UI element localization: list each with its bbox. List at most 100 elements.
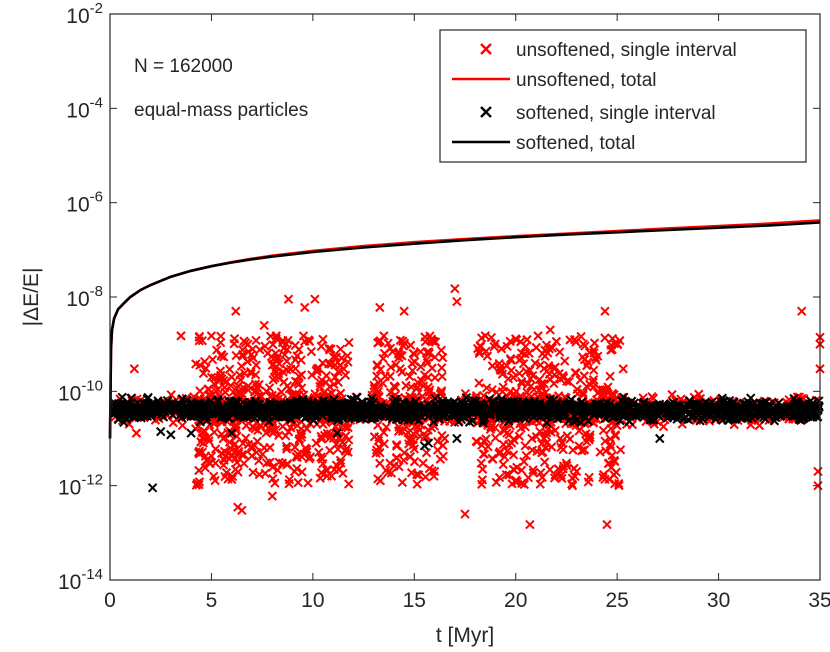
point-unsoftened-single [194,336,204,346]
point-unsoftened-single [550,362,560,372]
point-unsoftened-single [281,441,292,452]
point-unsoftened-single [607,450,617,461]
point-unsoftened-single [386,362,396,372]
point-unsoftened-single [210,475,220,486]
x-tick-label: 15 [403,589,426,612]
point-unsoftened-single [237,505,247,516]
point-unsoftened-single [243,385,253,395]
point-unsoftened-single [482,351,493,361]
point-unsoftened-single [290,340,300,351]
point-unsoftened-single [474,346,484,357]
point-unsoftened-single [274,373,284,383]
marks-layer [109,283,825,530]
annotation-n-particles: N = 162000 [134,56,233,77]
point-unsoftened-single [378,378,388,388]
point-unsoftened-single [334,433,344,444]
point-unsoftened-single [409,349,419,360]
x-tick-label: 5 [206,589,218,612]
point-unsoftened-single [393,426,404,436]
point-unsoftened-single [241,420,251,431]
point-unsoftened-single [600,306,610,316]
point-unsoftened-single [582,360,592,371]
point-unsoftened-single [239,368,250,378]
point-unsoftened-single [299,449,309,459]
point-unsoftened-single [316,431,326,442]
point-unsoftened-single [522,334,532,345]
point-unsoftened-single [385,343,396,354]
point-unsoftened-single [487,453,497,464]
point-unsoftened-single [575,375,585,385]
y-axis-label: |ΔE/E| [20,268,43,327]
point-unsoftened-single [398,455,409,466]
point-unsoftened-single [322,471,332,481]
point-unsoftened-single [429,466,440,477]
point-unsoftened-single [418,458,428,468]
point-unsoftened-single [545,374,555,385]
point-unsoftened-single [225,443,236,453]
point-unsoftened-single [375,302,385,313]
point-unsoftened-single [525,373,536,384]
x-tick-label: 25 [605,589,628,612]
point-unsoftened-single [210,373,220,383]
point-unsoftened-single [508,450,519,460]
point-unsoftened-single [243,339,253,349]
point-unsoftened-single [259,443,269,453]
point-unsoftened-single [385,458,395,468]
point-unsoftened-single [234,390,245,401]
point-unsoftened-single [277,458,288,468]
point-unsoftened-single [471,436,481,447]
point-unsoftened-single [407,365,418,376]
point-unsoftened-single [261,458,272,468]
point-unsoftened-single [248,353,258,363]
point-unsoftened-single [562,376,572,387]
point-unsoftened-single [494,448,504,459]
point-unsoftened-single [314,447,324,458]
point-unsoftened-single [297,429,307,439]
point-unsoftened-single [344,479,354,489]
point-unsoftened-single [606,423,616,434]
point-unsoftened-single [610,430,621,440]
point-unsoftened-single [372,361,383,371]
point-unsoftened-single [658,421,669,432]
point-unsoftened-single [392,441,402,451]
point-unsoftened-single [310,389,320,399]
point-unsoftened-single [491,387,502,397]
point-unsoftened-single [487,361,498,371]
point-unsoftened-single [254,455,264,466]
point-unsoftened-single [496,344,507,354]
point-unsoftened-single [261,428,271,438]
point-unsoftened-single [251,360,261,370]
point-unsoftened-single [577,446,587,456]
point-unsoftened-single [438,352,448,363]
point-unsoftened-single [535,479,546,489]
legend-label-softened-single: softened, single interval [516,103,716,124]
point-unsoftened-single [264,383,275,393]
point-unsoftened-single [437,363,447,373]
point-unsoftened-single [539,363,549,374]
point-unsoftened-single [427,363,437,373]
point-unsoftened-single [589,338,600,348]
point-unsoftened-single [435,454,446,464]
point-unsoftened-single [571,368,581,378]
point-unsoftened-single [615,445,626,455]
point-unsoftened-single [267,462,278,472]
point-unsoftened-single [303,478,313,488]
point-unsoftened-single [289,466,300,477]
point-unsoftened-single [522,387,532,398]
y-tick-label: 10-2 [66,0,103,28]
point-unsoftened-single [333,464,344,475]
point-unsoftened-single [647,391,657,402]
point-unsoftened-single [311,438,321,448]
point-unsoftened-single [667,389,677,400]
point-unsoftened-single [521,366,532,377]
point-unsoftened-single [237,349,248,360]
point-unsoftened-single [270,478,280,488]
point-unsoftened-single [239,458,249,469]
point-unsoftened-single [369,380,379,391]
point-unsoftened-single [477,475,488,485]
point-unsoftened-single [481,383,492,393]
point-unsoftened-single [218,460,229,470]
point-unsoftened-single [194,332,204,342]
point-unsoftened-single [421,447,432,458]
point-unsoftened-single [281,444,292,454]
